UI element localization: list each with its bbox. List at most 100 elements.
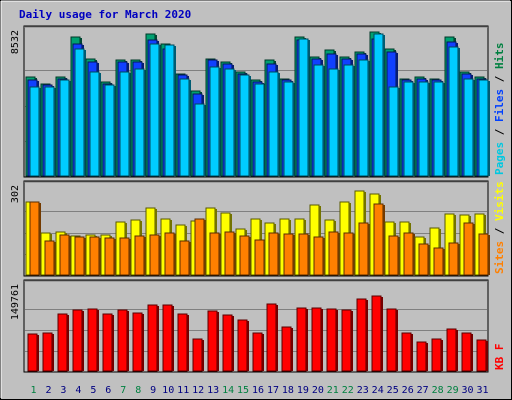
bar-shadow xyxy=(82,311,84,371)
bar-pages-day-13 xyxy=(209,66,220,177)
bar-sites-day-16 xyxy=(254,239,265,276)
bar-shadow xyxy=(353,234,355,275)
bar-pages-day-4 xyxy=(74,48,85,177)
bar-sites-day-18 xyxy=(283,233,294,276)
bar-shadow xyxy=(486,341,488,371)
bar-sites-day-19 xyxy=(298,233,309,276)
bar-shadow xyxy=(306,309,308,371)
bar-shadow xyxy=(443,249,445,275)
bar-pages-day-29 xyxy=(448,46,459,177)
bar-sites-day-10 xyxy=(164,232,175,276)
legend-entry: Pages xyxy=(493,142,506,175)
bar-sites-day-9 xyxy=(149,234,160,276)
bar-sites-day-7 xyxy=(119,237,130,276)
day-label-1: 1 xyxy=(30,385,36,396)
bar-shadow xyxy=(54,242,56,275)
bar-shadow xyxy=(323,66,325,176)
bar-sites-day-26 xyxy=(403,232,414,276)
bar-shadow xyxy=(293,235,295,275)
bar-shadow xyxy=(338,70,340,176)
legend-entry: / xyxy=(493,69,506,89)
bar-shadow xyxy=(351,311,353,371)
bar-shadow xyxy=(278,234,280,275)
day-label-20: 20 xyxy=(312,385,324,396)
bar-kb-f-day-26 xyxy=(401,332,412,372)
bar-kb-f-day-28 xyxy=(431,338,442,372)
bar-pages-day-30 xyxy=(463,78,474,177)
bar-shadow xyxy=(84,238,86,275)
day-label-14: 14 xyxy=(222,385,234,396)
day-label-17: 17 xyxy=(267,385,279,396)
bar-kb-f-day-12 xyxy=(192,338,203,372)
bar-shadow xyxy=(159,45,161,176)
bar-sites-day-8 xyxy=(134,235,145,276)
bar-pages-day-10 xyxy=(164,44,175,177)
bar-shadow xyxy=(413,83,415,176)
bars-kbytes xyxy=(27,295,488,372)
bar-shadow xyxy=(202,340,204,371)
bar-shadow xyxy=(276,305,278,371)
bar-shadow xyxy=(441,340,443,371)
bar-shadow xyxy=(187,315,189,371)
bar-shadow xyxy=(84,50,86,176)
bar-pages-day-31 xyxy=(478,79,489,177)
bar-sites-day-1 xyxy=(29,201,40,276)
day-label-6: 6 xyxy=(105,385,111,396)
bar-sites-day-14 xyxy=(224,231,235,276)
bar-pages-day-18 xyxy=(283,81,294,177)
series-legend: KB F xyxy=(493,344,506,371)
bar-sites-day-2 xyxy=(44,240,55,276)
bar-kb-f-day-24 xyxy=(371,295,382,372)
bar-shadow xyxy=(428,245,430,275)
bar-shadow xyxy=(217,312,219,371)
bar-shadow xyxy=(142,314,144,371)
bar-pages-day-8 xyxy=(134,68,145,177)
bar-pages-day-15 xyxy=(239,74,250,177)
bar-kb-f-day-10 xyxy=(162,304,173,372)
bar-shadow xyxy=(114,86,116,176)
y-max-label: 8532 xyxy=(10,30,21,54)
bar-pages-day-3 xyxy=(59,79,70,177)
bar-shadow xyxy=(428,83,430,176)
bar-pages-day-21 xyxy=(328,68,339,177)
bar-pages-day-5 xyxy=(89,71,100,177)
bar-kb-f-day-3 xyxy=(57,313,68,372)
bar-shadow xyxy=(219,234,221,275)
bar-shadow xyxy=(232,316,234,371)
bar-shadow xyxy=(204,105,206,176)
day-label-16: 16 xyxy=(252,385,264,396)
legend-entry: Visits xyxy=(493,181,506,221)
y-max-label: 149761 xyxy=(10,284,21,320)
bar-shadow xyxy=(52,334,54,371)
bar-shadow xyxy=(129,73,131,176)
day-label-21: 21 xyxy=(327,385,339,396)
bar-pages-day-24 xyxy=(373,33,384,177)
bar-sites-day-20 xyxy=(313,236,324,276)
bar-pages-day-17 xyxy=(268,71,279,177)
bar-kb-f-day-11 xyxy=(177,313,188,372)
bar-shadow xyxy=(157,306,159,371)
bar-pages-day-25 xyxy=(388,86,399,177)
day-label-27: 27 xyxy=(417,385,429,396)
bar-sites-day-30 xyxy=(463,222,474,276)
bar-shadow xyxy=(458,48,460,176)
bar-shadow xyxy=(308,40,310,176)
day-label-11: 11 xyxy=(177,385,189,396)
bar-kb-f-day-9 xyxy=(147,304,158,372)
bar-pages-day-2 xyxy=(44,86,55,177)
bar-shadow xyxy=(99,73,101,176)
bar-shadow xyxy=(67,315,69,371)
bar-sites-day-15 xyxy=(239,235,250,276)
bar-shadow xyxy=(321,309,323,371)
day-label-8: 8 xyxy=(135,385,141,396)
bar-sites-day-24 xyxy=(373,203,384,276)
bar-shadow xyxy=(174,46,176,176)
bar-sites-day-23 xyxy=(358,222,369,276)
bar-kb-f-day-30 xyxy=(461,332,472,372)
bar-shadow xyxy=(99,238,101,275)
bar-shadow xyxy=(336,310,338,371)
day-label-25: 25 xyxy=(387,385,399,396)
day-label-5: 5 xyxy=(90,385,96,396)
bar-sites-day-31 xyxy=(478,233,489,276)
